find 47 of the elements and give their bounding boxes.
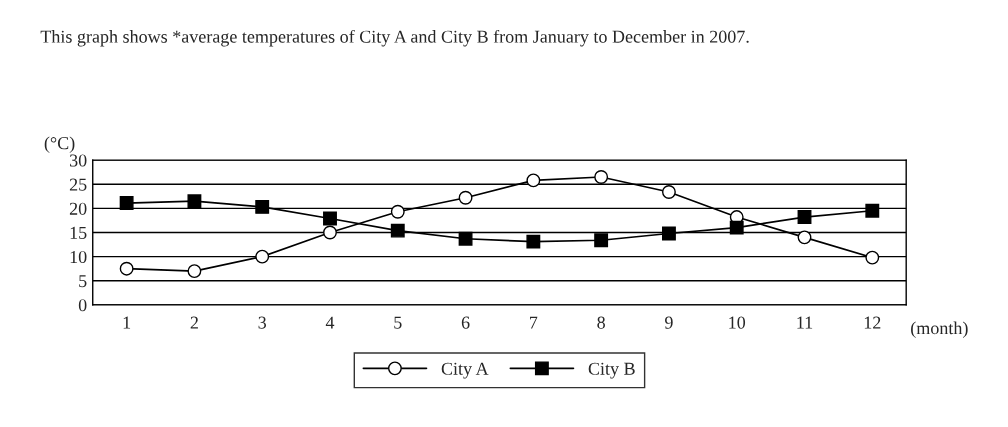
x-tick-label: 11 [797,316,813,329]
point [797,210,812,225]
point [729,220,744,235]
point [119,196,134,211]
x-tick-label: 5 [394,316,402,329]
point [255,199,270,214]
x-tick-label: 7 [530,316,538,329]
x-tick-label: 6 [461,316,470,329]
x-tick-label: 2 [190,316,198,329]
y-tick-label: 25 [69,178,87,191]
y-axis-title: (°C) [44,136,75,153]
point [390,204,405,219]
point [119,261,134,276]
x-tick-label: 3 [258,316,267,329]
point [526,234,541,249]
y-tick-label: 15 [70,226,87,239]
point [661,185,676,199]
point [323,211,337,226]
x-tick-label: 4 [325,316,335,329]
point [594,170,609,184]
legend-label: City A [441,362,489,379]
point [661,226,676,241]
y-tick-label: 0 [78,299,87,312]
point [865,250,880,265]
y-tick-label: 30 [69,154,87,167]
point [865,203,880,218]
x-tick-label: 1 [123,316,131,329]
y-tick-label: 5 [79,275,87,288]
point [594,233,609,248]
point [187,194,202,209]
x-tick-label: 12 [864,316,881,329]
point [458,231,473,246]
y-tick-label: 20 [69,202,87,215]
point [797,230,812,245]
point [526,173,541,188]
x-tick-label: 9 [665,316,673,329]
point [187,264,202,279]
point [390,223,405,238]
y-tick-label: 10 [70,250,87,264]
x-tick-label: 8 [597,316,605,329]
point [255,249,270,264]
point [458,190,473,205]
point [323,225,337,240]
legend-label: City B [588,362,635,379]
x-axis-title: (month) [911,321,968,338]
chart-title: This graph shows *average temperatures of City A and City B from January to December in 2007. [40,29,749,47]
x-tick-label: 10 [729,316,746,329]
